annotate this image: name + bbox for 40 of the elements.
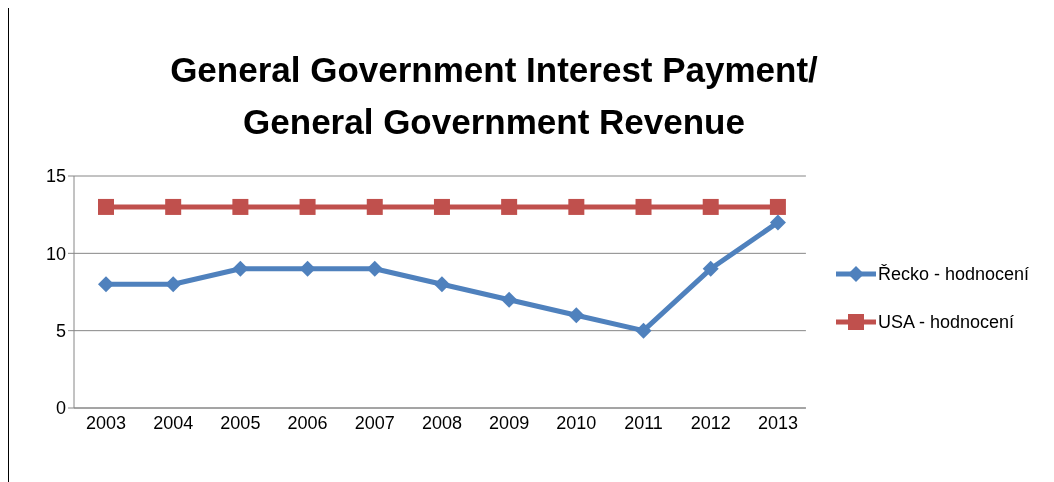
point [98, 198, 114, 215]
y-tick-label: 15 [45, 166, 66, 187]
point [299, 198, 316, 215]
x-tick-label: 2006 [287, 412, 328, 433]
x-tick-label: 2009 [489, 412, 530, 433]
point [165, 198, 182, 215]
point [769, 198, 786, 215]
point [769, 214, 786, 231]
point [702, 260, 719, 277]
point [702, 198, 719, 215]
x-tick-label: 2003 [85, 412, 127, 433]
x-tick-label: 2013 [757, 412, 798, 433]
point [232, 198, 249, 215]
point [501, 198, 518, 215]
x-tick-label: 2005 [220, 412, 261, 433]
point [568, 198, 585, 215]
point [635, 322, 652, 339]
point [433, 198, 450, 215]
point [433, 276, 450, 293]
y-tick-label: 0 [55, 398, 66, 419]
x-tick-label: 2012 [690, 412, 731, 433]
point [366, 198, 383, 215]
y-tick-label: 10 [45, 243, 66, 264]
chart-title: General Government Interest Payment/ General Government Revenue [169, 49, 819, 143]
point [366, 260, 383, 277]
y-tick-label: 5 [55, 321, 66, 342]
point [232, 260, 249, 277]
legend-label: Řecko - hodnocení [877, 263, 1029, 286]
point [98, 276, 114, 293]
point [501, 291, 518, 308]
x-tick-label: 2011 [624, 412, 663, 433]
point [635, 198, 652, 215]
x-tick-label: 2008 [421, 412, 462, 433]
point [299, 260, 316, 277]
legend-label: USA - hodnocení [877, 311, 1014, 334]
x-tick-label: 2007 [354, 412, 395, 433]
point [568, 307, 585, 324]
x-tick-label: 2010 [556, 412, 597, 433]
x-tick-label: 2004 [153, 412, 194, 433]
point [165, 276, 182, 293]
